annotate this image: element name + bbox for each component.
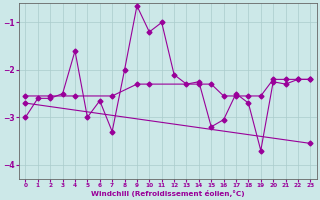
X-axis label: Windchill (Refroidissement éolien,°C): Windchill (Refroidissement éolien,°C): [91, 190, 245, 197]
